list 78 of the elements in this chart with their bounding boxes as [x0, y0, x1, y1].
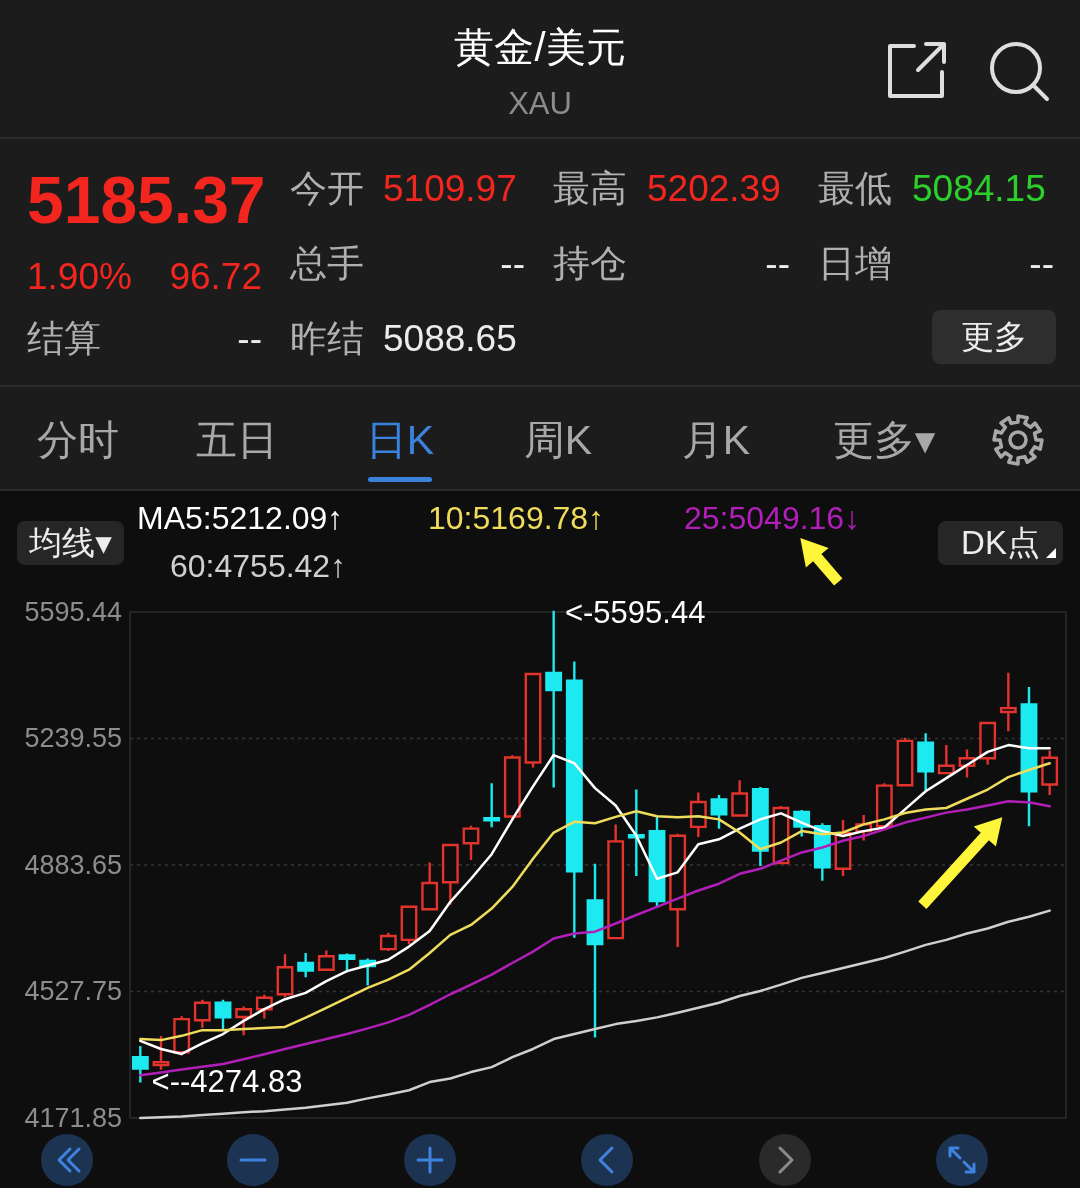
- candlestick: [1020, 687, 1038, 827]
- chart-subtitle: XAU: [508, 85, 572, 121]
- text: 最高: [553, 167, 627, 209]
- text: --: [765, 242, 790, 284]
- text: 周K: [523, 417, 593, 463]
- candlestick: [483, 783, 501, 828]
- candlestick: [979, 721, 997, 765]
- candlestick: [297, 952, 315, 978]
- text: 最低: [818, 167, 892, 209]
- text: --: [500, 242, 525, 284]
- candlestick: [607, 824, 625, 940]
- text: 日K: [365, 417, 435, 463]
- candlestick: [648, 816, 666, 909]
- candlestick: [524, 672, 542, 768]
- candlestick: [400, 905, 418, 945]
- candlestick: [669, 833, 687, 948]
- y-tick-label: 5239.55: [24, 723, 122, 754]
- candlestick: [503, 755, 521, 821]
- candlestick: [317, 950, 335, 971]
- candlestick: [235, 1006, 253, 1036]
- candlestick: [917, 733, 935, 791]
- text: 昨结: [290, 317, 364, 359]
- text: --: [237, 317, 262, 359]
- text: 1.90%: [27, 255, 132, 297]
- candlestick: [875, 783, 893, 828]
- y-tick-label: 4171.85: [24, 1103, 122, 1133]
- candlestick: [379, 932, 397, 952]
- candlestick: [751, 786, 769, 867]
- candlestick: [152, 1036, 170, 1070]
- y-tick-label: 4527.75: [24, 976, 122, 1007]
- chart-title: 黄金/美元: [454, 25, 626, 69]
- candlestick: [421, 862, 439, 911]
- text: 日增: [818, 242, 892, 284]
- candlestick: [276, 954, 294, 998]
- text: 分时: [37, 417, 119, 463]
- candlestick: [193, 999, 211, 1028]
- text: 5109.97: [383, 167, 517, 209]
- text: 5202.39: [647, 167, 781, 209]
- text: 月K: [681, 417, 751, 463]
- candlestick: [214, 999, 232, 1031]
- candlestick: [565, 661, 583, 938]
- text: 结算: [27, 317, 101, 359]
- candlestick: [545, 610, 563, 788]
- candlestick: [441, 843, 459, 905]
- candlestick: [627, 789, 645, 877]
- text: --: [1029, 242, 1054, 284]
- text: 60:4755.42↑: [170, 548, 347, 584]
- candlestick: [937, 744, 955, 775]
- candlestick: [999, 672, 1017, 732]
- annotation: <--4274.83: [151, 1063, 303, 1099]
- text: 5185.37: [27, 163, 266, 237]
- annotation: <-5595.44: [564, 594, 706, 630]
- candlestick: [586, 863, 604, 1038]
- text: 五日: [196, 417, 278, 463]
- text: 5088.65: [383, 317, 517, 359]
- candlestick: [689, 792, 707, 837]
- text: 均线▾: [17, 521, 124, 565]
- text: MA5:5212.09↑: [137, 500, 344, 536]
- candlestick: [710, 795, 728, 829]
- text: 持仓: [553, 242, 627, 284]
- candlestick: [131, 1046, 149, 1083]
- y-tick-label: 4883.65: [24, 850, 122, 880]
- candlestick: [731, 780, 749, 817]
- text: 总手: [289, 242, 364, 284]
- text: 10:5169.78↑: [428, 500, 605, 536]
- candlestick: [896, 737, 914, 787]
- text: 更多▾: [832, 417, 936, 463]
- line-series: [139, 909, 1051, 1120]
- text: 5084.15: [912, 167, 1046, 209]
- text: 25:5049.16↓: [684, 500, 861, 536]
- text: 更多: [932, 310, 1056, 364]
- text: 今开: [290, 167, 364, 209]
- candlestick: [462, 825, 480, 861]
- candlestick: [1041, 750, 1059, 795]
- candlestick: [338, 953, 356, 973]
- text: 96.72: [169, 255, 262, 297]
- y-tick-label: 5595.44: [24, 597, 122, 627]
- text: DK点: [938, 521, 1063, 565]
